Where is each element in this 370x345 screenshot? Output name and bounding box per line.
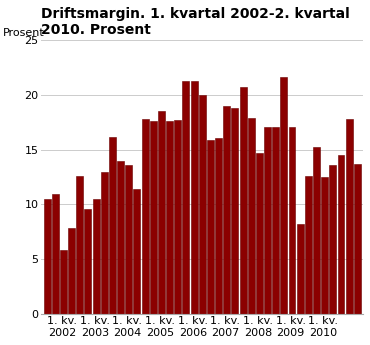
Bar [76, 176, 83, 314]
Bar [354, 164, 361, 314]
Bar [182, 81, 189, 314]
Bar [191, 81, 198, 314]
Bar [264, 127, 271, 314]
Text: Driftsmargin. 1. kvartal 2002-2. kvartal 2010. Prosent: Driftsmargin. 1. kvartal 2002-2. kvartal… [41, 7, 350, 37]
Bar [297, 224, 304, 314]
Bar [101, 171, 108, 314]
Bar [248, 118, 255, 314]
Bar [239, 87, 246, 314]
Bar [256, 153, 263, 314]
Bar [305, 176, 312, 314]
Bar [92, 199, 100, 314]
Bar [166, 121, 173, 314]
Bar [337, 155, 344, 314]
Bar [174, 120, 181, 314]
Bar [346, 119, 353, 314]
Bar [134, 189, 140, 314]
Bar [109, 137, 116, 314]
Text: Prosent: Prosent [3, 28, 44, 38]
Bar [207, 140, 214, 314]
Bar [215, 138, 222, 314]
Bar [199, 95, 206, 314]
Bar [313, 147, 320, 314]
Bar [68, 228, 75, 314]
Bar [321, 177, 328, 314]
Bar [158, 111, 165, 314]
Bar [52, 195, 59, 314]
Bar [60, 250, 67, 314]
Bar [117, 160, 124, 314]
Bar [44, 199, 51, 314]
Bar [150, 121, 157, 314]
Bar [272, 127, 279, 314]
Bar [289, 127, 296, 314]
Bar [84, 209, 91, 314]
Bar [231, 108, 238, 314]
Bar [329, 165, 336, 314]
Bar [125, 165, 132, 314]
Bar [142, 119, 148, 314]
Bar [280, 78, 287, 314]
Bar [223, 106, 230, 314]
